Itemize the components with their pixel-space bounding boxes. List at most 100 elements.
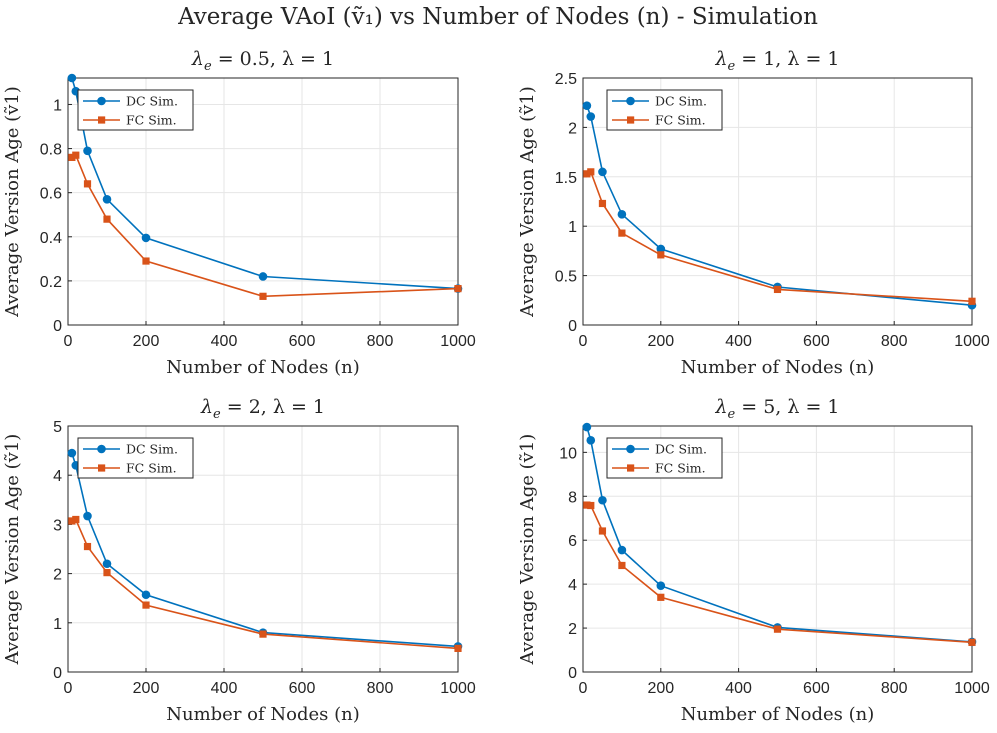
series-fc (583, 501, 976, 646)
subplot-3: 0 200 400 600 800 1000 0 1 2 3 4 5 λe = 2, λ = 1 Numb… (2, 396, 476, 725)
legend-label: DC Sim. (126, 442, 178, 457)
x-axis-label: Number of Nodes (n) (681, 357, 875, 378)
y-tick-label: 6 (568, 533, 577, 550)
title-lambda: λ (191, 48, 204, 70)
axes-frame (582, 425, 973, 673)
x-tick-label: 600 (289, 333, 316, 350)
subplot-1: 0 200 400 600 800 1000 0 0.2 0.4 0.6 0.8 1 λe = 0.5,… (2, 48, 476, 378)
x-tick-label: 200 (647, 333, 674, 350)
subplot-title: λe = 5, λ = 1 (714, 396, 839, 422)
legend-label: DC Sim. (655, 94, 707, 109)
y-axis-label: Average Version Age (ṽ1) (2, 86, 23, 318)
data-point (657, 251, 665, 259)
y-tick-label: 1 (53, 97, 62, 114)
data-point (102, 194, 112, 204)
subplot-4: 0 200 400 600 800 1000 0 2 4 6 8 10 λe = 5, λ = 1 Num… (517, 396, 990, 725)
x-tick-label: 400 (211, 333, 238, 350)
x-tick-label: 400 (725, 333, 752, 350)
data-point (598, 167, 607, 177)
y-tick-label: 0.5 (555, 269, 577, 286)
data-point (657, 593, 665, 601)
data-point (598, 495, 607, 505)
data-point (68, 153, 76, 161)
y-tick-label: 0 (53, 665, 62, 682)
y-axis-label: Average Version Age (ṽ1) (517, 86, 538, 318)
figure-title: Average VAoI (ṽ₁) vs Number of Nodes (n)… (177, 4, 818, 30)
x-axis-label: Number of Nodes (n) (166, 357, 360, 378)
legend-box (77, 437, 194, 479)
legend: DC Sim. FC Sim. (606, 89, 723, 131)
subplot-title: λe = 0.5, λ = 1 (191, 48, 334, 74)
y-tick-label: 4 (53, 468, 62, 485)
data-point (83, 542, 92, 551)
data-point (259, 292, 267, 300)
y-tick-label: 2 (53, 567, 62, 584)
data-point (656, 244, 666, 254)
legend-label: FC Sim. (655, 113, 706, 128)
x-tick-label: 800 (367, 680, 394, 697)
data-point (587, 501, 595, 510)
y-tick-label: 0 (568, 318, 577, 335)
y-tick-label: 0.6 (40, 186, 62, 203)
data-point (141, 590, 151, 600)
legend-label: FC Sim. (655, 461, 706, 476)
y-tick-label: 2.5 (555, 71, 577, 88)
data-point (102, 559, 112, 569)
y-tick-label: 10 (559, 445, 577, 462)
legend-marker-circle (97, 444, 106, 454)
y-tick-label: 0.8 (40, 142, 62, 159)
legend-label: FC Sim. (126, 461, 177, 476)
data-point (582, 422, 592, 432)
x-tick-label: 200 (647, 680, 674, 697)
y-tick-label: 4 (568, 577, 577, 594)
data-point (142, 601, 150, 609)
data-point (968, 638, 976, 646)
axes-frame (67, 77, 459, 326)
data-point (617, 545, 627, 555)
y-tick-label: 2 (568, 120, 577, 137)
data-point (454, 285, 462, 293)
data-point (598, 199, 607, 208)
x-axis-label: Number of Nodes (n) (166, 704, 360, 725)
data-point (618, 561, 626, 570)
data-point (72, 515, 80, 524)
legend-marker-square (98, 464, 106, 472)
data-point (103, 569, 111, 577)
legend-label: DC Sim. (126, 94, 178, 109)
x-tick-label: 1000 (954, 680, 990, 697)
data-point (454, 644, 462, 652)
data-point (773, 285, 782, 294)
legend-label: FC Sim. (126, 113, 177, 128)
legend: DC Sim. FC Sim. (606, 437, 723, 479)
y-tick-label: 0.4 (40, 230, 62, 247)
legend-box (606, 89, 723, 131)
legend: DC Sim. FC Sim. (77, 437, 194, 479)
data-point (968, 297, 976, 305)
x-tick-label: 1000 (440, 333, 476, 350)
title-rest: = 2, λ = 1 (221, 396, 325, 418)
title-lambda: λ (200, 396, 213, 418)
x-tick-label: 0 (579, 333, 588, 350)
data-point (259, 630, 267, 638)
title-subscript: e (728, 407, 736, 422)
x-tick-label: 600 (803, 333, 830, 350)
data-point (67, 73, 77, 83)
data-point (586, 435, 596, 445)
data-point (83, 146, 92, 156)
title-lambda: λ (714, 396, 727, 418)
y-axis-label: Average Version Age (ṽ1) (2, 434, 23, 666)
x-tick-label: 400 (725, 680, 752, 697)
axes-frame (582, 77, 973, 326)
legend-marker-square (627, 464, 635, 472)
x-tick-label: 1000 (954, 333, 990, 350)
data-point (583, 501, 591, 509)
x-tick-label: 800 (367, 333, 394, 350)
x-tick-label: 1000 (440, 680, 476, 697)
legend-box (77, 89, 194, 131)
title-subscript: e (204, 59, 212, 74)
title-rest: = 5, λ = 1 (735, 396, 839, 418)
data-point (617, 210, 627, 219)
data-point (586, 112, 596, 121)
